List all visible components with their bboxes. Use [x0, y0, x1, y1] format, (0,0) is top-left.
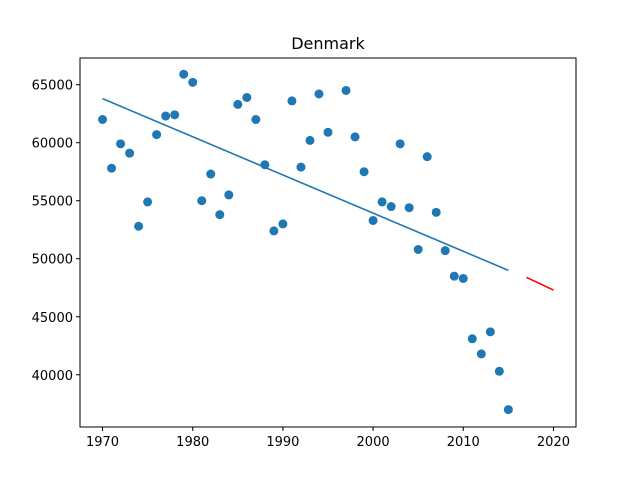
- data-point: [350, 132, 360, 142]
- data-point: [269, 226, 279, 236]
- data-point: [503, 405, 513, 415]
- data-point: [458, 273, 468, 283]
- data-point: [440, 246, 450, 256]
- x-tick-label: 2000: [357, 435, 390, 450]
- data-point: [98, 115, 108, 124]
- data-point: [431, 207, 441, 217]
- data-point: [188, 77, 198, 87]
- y-tick-label: 65000: [32, 79, 73, 94]
- x-tick-label: 1980: [176, 435, 209, 450]
- data-point: [206, 169, 216, 179]
- y-tick-label: 60000: [32, 137, 73, 152]
- data-point: [314, 89, 324, 99]
- data-point: [359, 167, 369, 177]
- data-point: [224, 190, 234, 200]
- data-point: [341, 85, 351, 95]
- data-point: [152, 130, 162, 140]
- data-point: [233, 99, 243, 109]
- y-tick-label: 55000: [32, 195, 73, 210]
- data-point: [305, 135, 315, 145]
- x-tick-label: 2010: [447, 435, 480, 450]
- data-point: [143, 197, 153, 207]
- data-point: [404, 203, 414, 213]
- chart-title: Denmark: [291, 34, 365, 53]
- data-point: [179, 69, 189, 79]
- data-point: [116, 139, 126, 149]
- data-point: [107, 163, 117, 173]
- data-point: [251, 115, 261, 124]
- plot-frame: [79, 57, 577, 428]
- data-point: [197, 196, 207, 206]
- data-point: [323, 127, 333, 137]
- data-point: [485, 327, 495, 337]
- data-point: [242, 92, 252, 102]
- axes: 1970 1980 1990 2000 2010 2020 40000 45000 50000 5…: [32, 79, 570, 450]
- data-point: [494, 366, 504, 376]
- trend-line: [102, 97, 509, 272]
- y-tick-label: 45000: [32, 311, 73, 326]
- data-point: [395, 139, 405, 149]
- plot-marks: [98, 69, 554, 415]
- data-point: [422, 152, 432, 162]
- x-tick-label: 1970: [86, 435, 119, 450]
- data-point: [161, 111, 171, 121]
- data-point: [287, 96, 297, 106]
- data-point: [413, 244, 423, 254]
- x-tick-label: 1990: [266, 435, 299, 450]
- data-point: [476, 349, 486, 359]
- data-point: [368, 215, 378, 225]
- data-point: [377, 197, 387, 207]
- data-point: [278, 219, 288, 229]
- data-point: [260, 160, 270, 170]
- data-point: [215, 210, 225, 220]
- data-point: [125, 148, 135, 158]
- y-tick-label: 50000: [32, 253, 73, 268]
- x-tick-label: 2020: [537, 435, 570, 450]
- data-point: [449, 271, 459, 281]
- data-point: [170, 110, 180, 120]
- y-tick-label: 40000: [32, 369, 73, 384]
- data-point: [467, 334, 477, 344]
- data-point: [386, 202, 396, 212]
- data-point: [296, 162, 306, 172]
- forecast-line: [526, 276, 554, 291]
- data-point: [134, 221, 144, 231]
